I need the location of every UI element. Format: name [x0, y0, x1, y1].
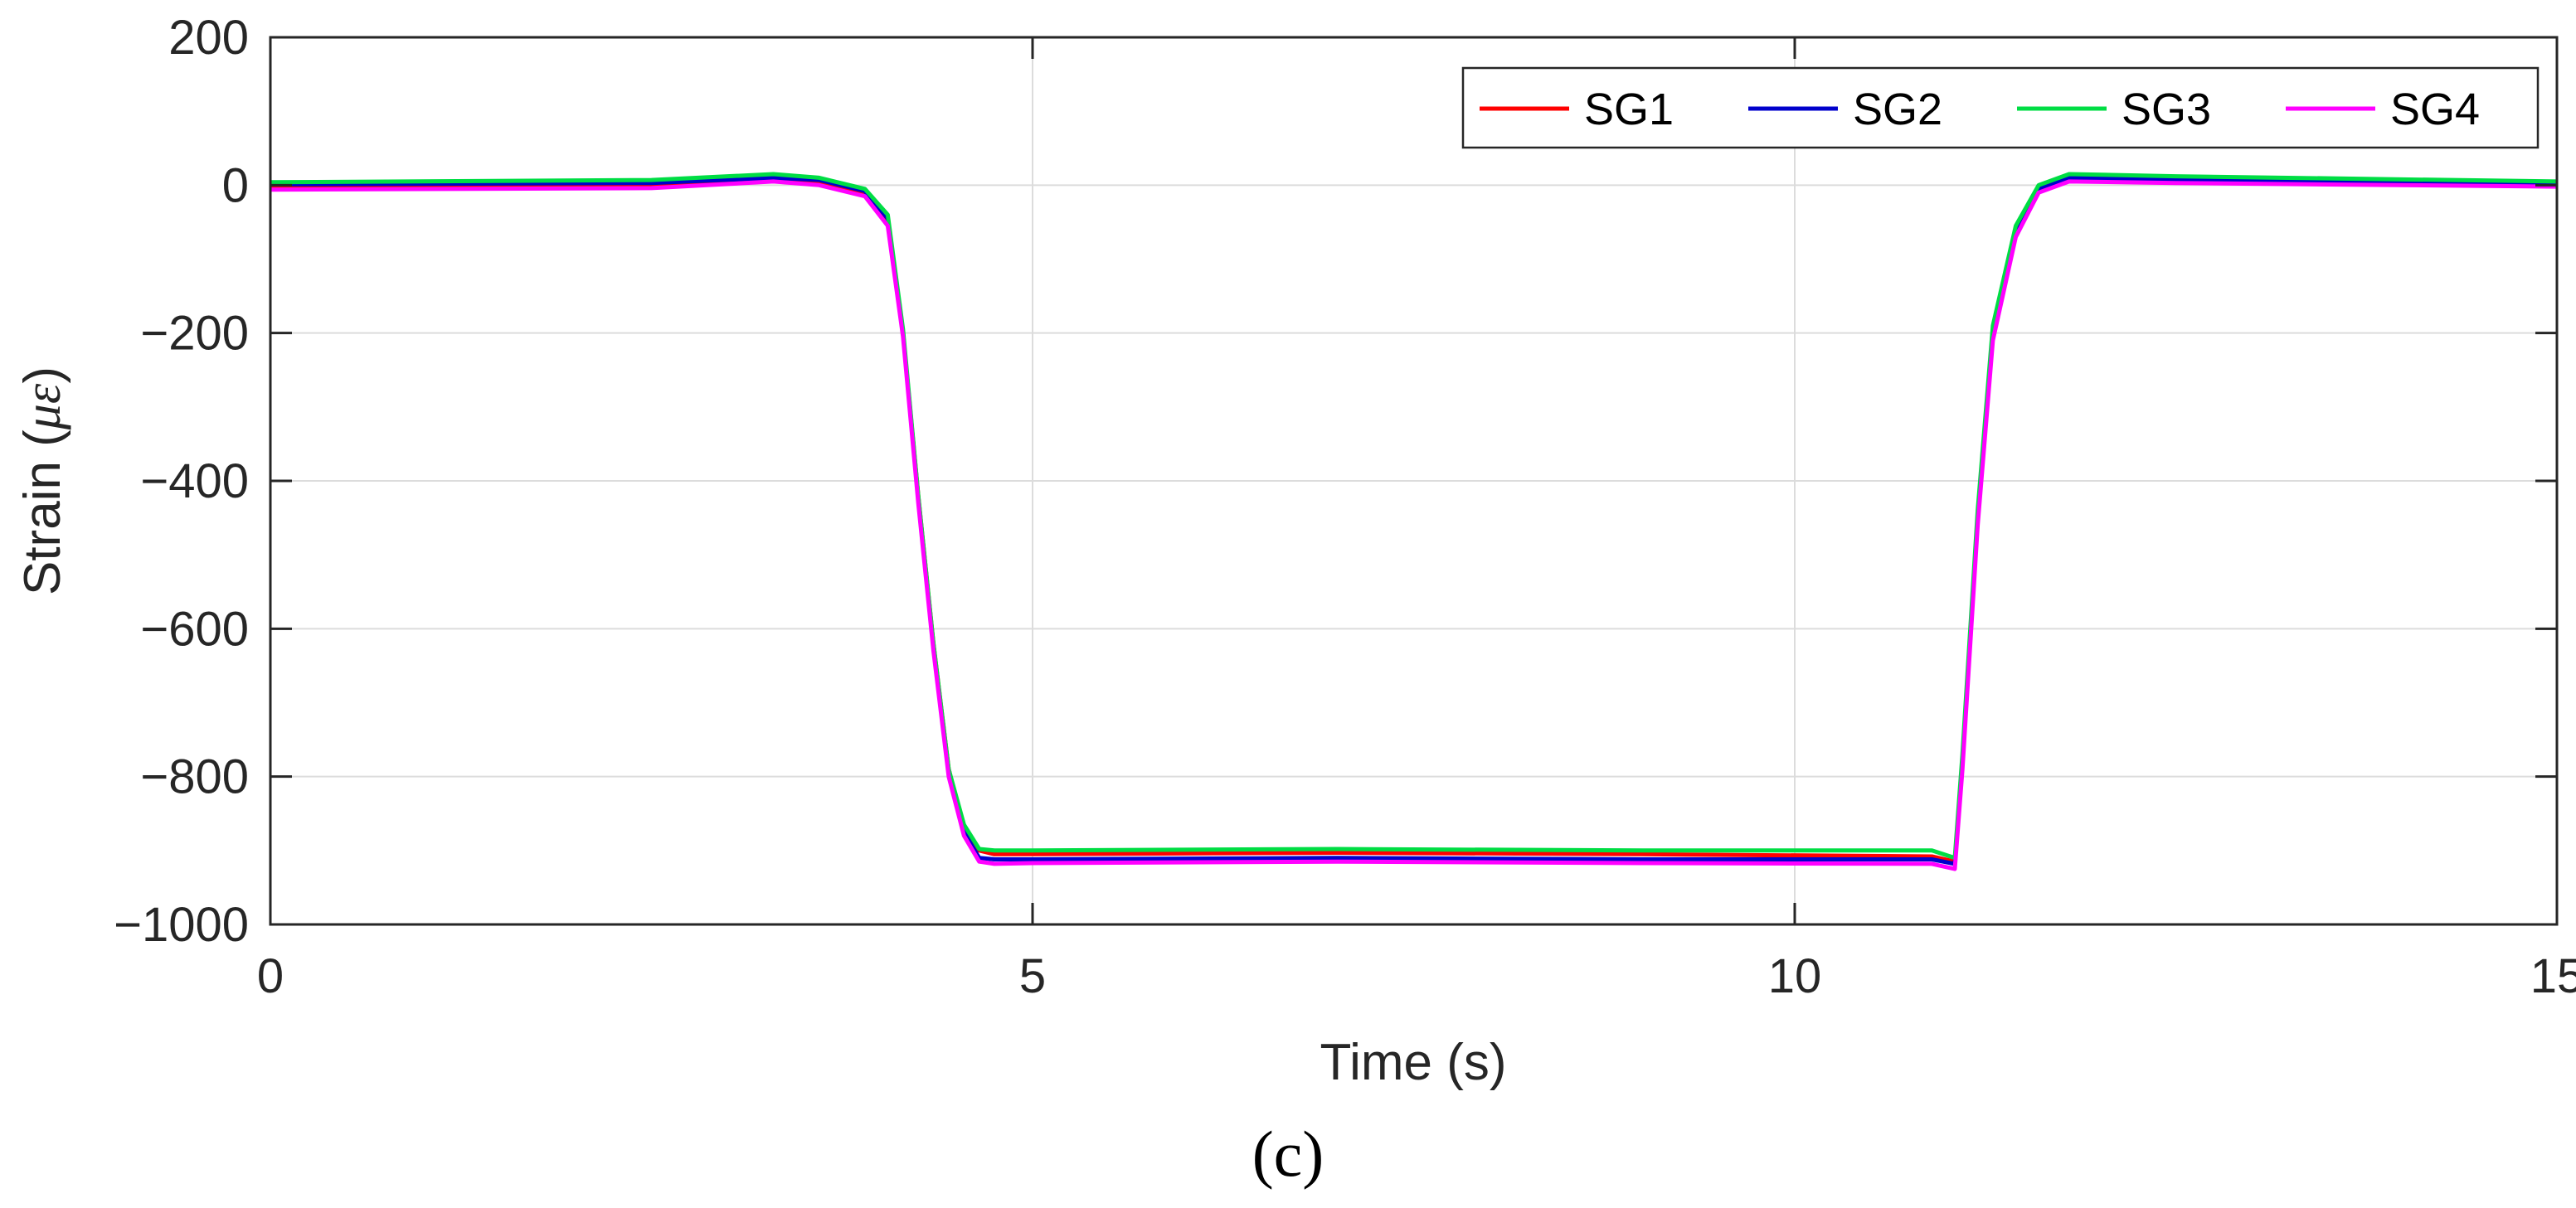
legend-label-sg4: SG4 — [2390, 85, 2480, 134]
series-line-sg4 — [270, 179, 2558, 871]
legend-label-sg3: SG3 — [2122, 85, 2211, 134]
y-axis-label-prefix: Strain ( — [14, 429, 71, 595]
figure-caption: (c) — [1252, 1118, 1324, 1190]
tick-labels: 0 5 10 15 200 0 −200 −400 −600 −800 −1000 — [114, 11, 2576, 1003]
y-tick-label: 0 — [222, 158, 249, 212]
y-axis-label: Strain (με) — [14, 366, 71, 595]
legend-label-sg2: SG2 — [1853, 85, 1942, 134]
series-layer — [270, 172, 2558, 871]
x-tick-label: 10 — [1768, 949, 1822, 1003]
y-axis-label-symbol: με — [15, 383, 71, 430]
y-tick-label: −600 — [140, 602, 249, 656]
y-tick-label: −200 — [140, 307, 249, 361]
y-axis-label-suffix: ) — [14, 366, 71, 384]
ticks — [269, 36, 2559, 926]
y-tick-label: −800 — [140, 750, 249, 804]
y-tick-label: −1000 — [114, 898, 249, 952]
x-tick-label: 0 — [257, 949, 284, 1003]
y-tick-label: 200 — [168, 11, 249, 65]
y-tick-label: −400 — [140, 454, 249, 508]
legend-label-sg1: SG1 — [1584, 85, 1674, 134]
x-tick-label: 15 — [2530, 949, 2576, 1003]
x-axis-label: Time (s) — [1320, 1034, 1507, 1091]
series-line-sg3 — [270, 172, 2558, 861]
x-tick-label: 5 — [1019, 949, 1046, 1003]
legend: SG1 SG2 SG3 SG4 — [1461, 66, 2540, 149]
